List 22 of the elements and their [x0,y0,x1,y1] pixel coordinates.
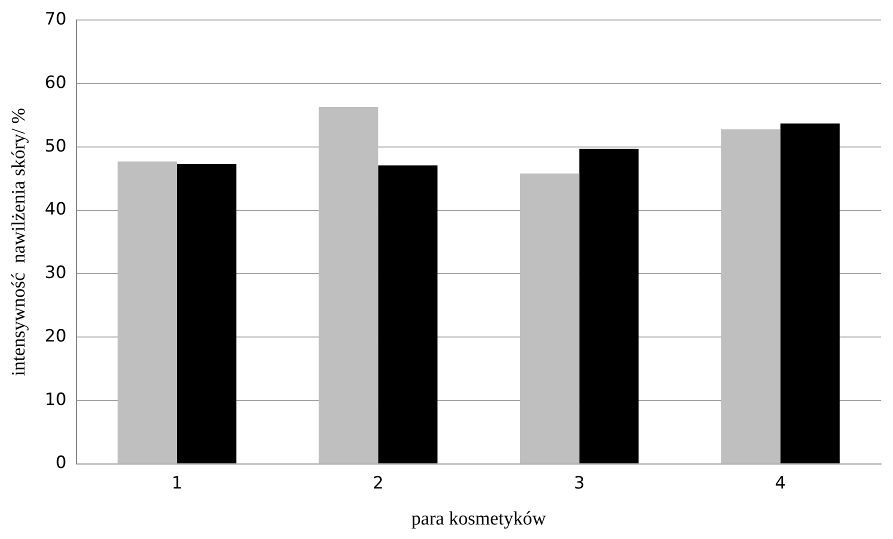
bar [721,129,780,464]
y-tick-label: 70 [44,10,66,30]
x-tick-label: 3 [574,473,585,494]
y-tick-label: 40 [44,200,66,220]
y-tick-label: 60 [44,72,66,93]
y-tick-label: 10 [44,390,66,410]
bar [780,123,840,464]
x-axis-title: para kosmetyków [411,508,546,530]
x-tick-label: 4 [775,473,786,494]
x-tick-label: 1 [172,473,182,494]
bar [118,162,178,464]
bar [177,164,236,464]
y-tick-label: 30 [44,263,66,284]
y-tick-label: 20 [44,326,66,346]
bar [378,165,438,464]
x-tick-label: 2 [372,473,384,494]
y-axis-title: intensywność nawilżenia skóry/ % [8,108,30,376]
y-tick-label: 50 [44,136,66,156]
bar [520,174,580,464]
bar [318,107,378,464]
y-tick-label: 0 [56,453,66,474]
bar [579,148,639,464]
